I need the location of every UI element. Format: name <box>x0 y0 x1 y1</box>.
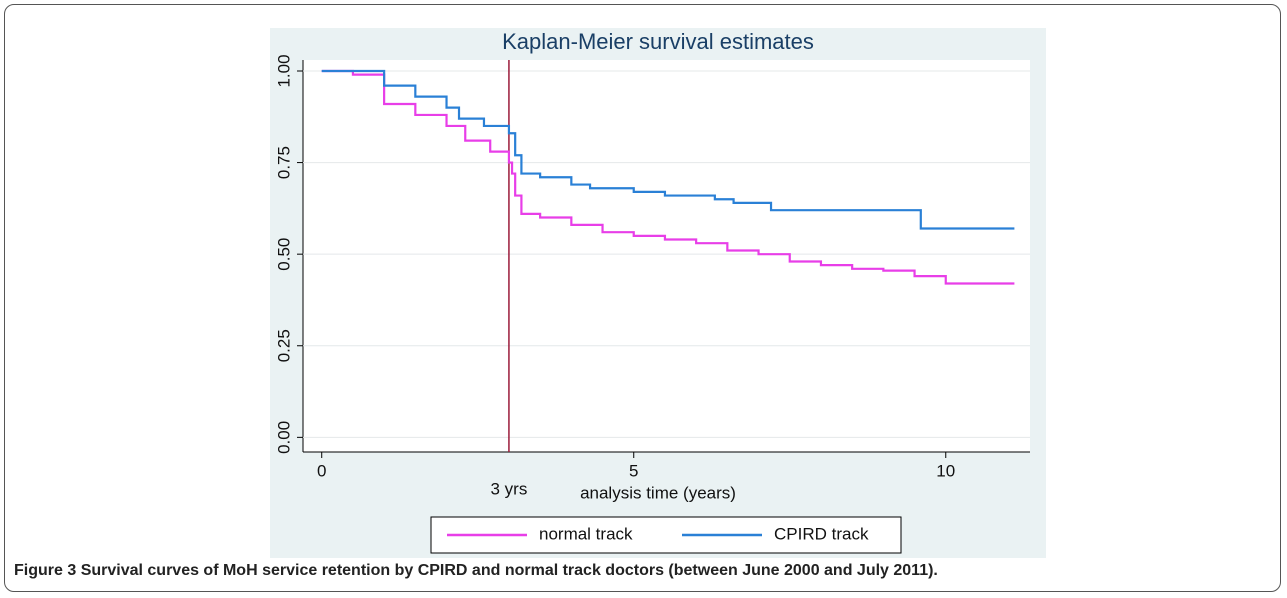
y-tick-label: 0.25 <box>274 329 293 362</box>
y-tick-label: 0.50 <box>274 238 293 271</box>
reference-label: 3 yrs <box>491 479 528 498</box>
y-tick-label: 1.00 <box>274 54 293 87</box>
x-tick-label: 0 <box>317 461 326 480</box>
survival-curve <box>321 69 1015 285</box>
caption-text: Survival curves of MoH service retention… <box>80 562 938 579</box>
plot-area <box>303 60 1030 452</box>
x-axis-label: analysis time (years) <box>580 483 736 502</box>
legend-label: CPIRD track <box>774 524 869 543</box>
figure-label: Figure 3 <box>14 562 77 579</box>
y-tick-label: 0.75 <box>274 146 293 179</box>
x-tick-label: 5 <box>629 461 638 480</box>
x-tick-label: 10 <box>936 461 955 480</box>
chart-title: Kaplan-Meier survival estimates <box>502 29 814 54</box>
caption: Figure 3 Survival curves of MoH service … <box>14 562 938 580</box>
figure-frame <box>4 4 1281 592</box>
survival-curve <box>321 69 1015 230</box>
chart: Kaplan-Meier survival estimates analysis… <box>270 28 1046 558</box>
legend-label: normal track <box>539 524 633 543</box>
y-tick-label: 0.00 <box>274 421 293 454</box>
